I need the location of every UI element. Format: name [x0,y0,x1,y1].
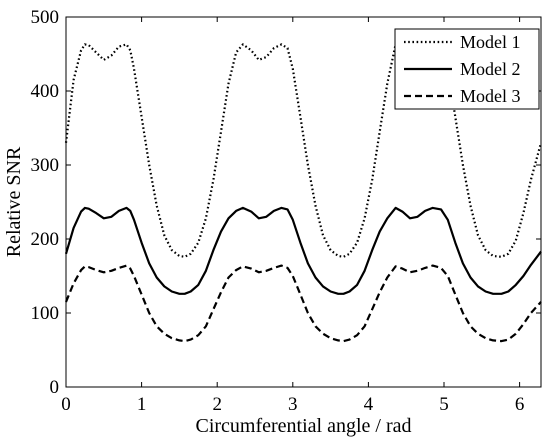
series-line-2 [64,206,542,295]
legend-label-2: Model 2 [460,59,521,79]
x-tick-label: 5 [439,394,449,415]
legend-label-3: Model 3 [460,86,521,106]
x-tick-label: 4 [364,394,374,415]
y-tick-label: 400 [31,81,60,102]
legend-label-1: Model 1 [460,32,521,52]
plot-area-frame [65,16,542,388]
axis-ticks: 0 1 2 3 4 5 6 0 100 200 300 400 500 [31,7,541,415]
legend: Model 1 Model 2 Model 3 [394,28,540,110]
y-tick-label: 0 [50,377,60,398]
plot-lines [64,43,543,343]
x-tick-label: 2 [212,394,222,415]
y-tick-label: 100 [31,303,60,324]
y-tick-label: 200 [31,229,60,250]
x-tick-label: 6 [515,394,525,415]
x-tick-label: 0 [61,394,71,415]
y-tick-label: 500 [31,7,60,28]
x-tick-label: 3 [288,394,298,415]
y-axis-label: Relative SNR [3,146,25,257]
y-tick-label: 300 [31,155,60,176]
x-tick-label: 1 [137,394,147,415]
x-axis-label: Circumferential angle / rad [195,415,411,437]
series-line-1 [64,43,543,258]
